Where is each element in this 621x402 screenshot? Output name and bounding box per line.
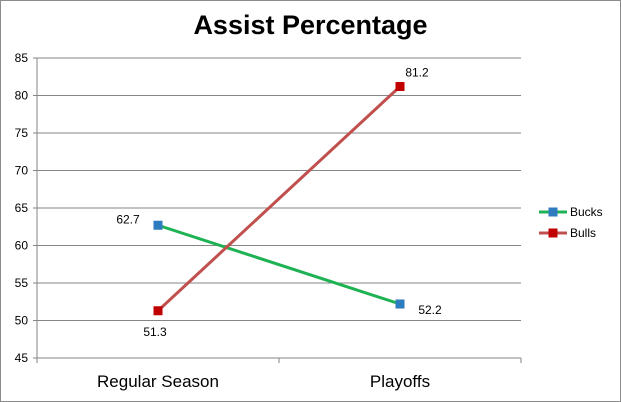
series-line-bucks [157, 223, 401, 306]
y-tick-label: 75 [15, 126, 29, 140]
legend-label-bulls: Bulls [570, 226, 596, 240]
data-label: 51.3 [143, 325, 167, 339]
y-tick-label: 85 [15, 51, 29, 65]
x-tick-labels: Regular Season Playoffs [36, 358, 522, 391]
x-category-label: Playoffs [370, 372, 430, 391]
data-label: 62.7 [116, 212, 140, 226]
gridlines [37, 57, 521, 321]
data-point-bucks [153, 220, 163, 230]
y-tick-label: 65 [15, 201, 29, 215]
y-tick-label: 80 [15, 89, 29, 103]
series-group: 62.7 52.2 51.3 81.2 [116, 66, 442, 339]
y-tick-label: 55 [15, 276, 29, 290]
series-line-bulls [156, 85, 402, 312]
legend-marker-bulls [548, 228, 558, 238]
legend-label-bucks: Bucks [570, 205, 603, 219]
data-point-bulls [395, 82, 405, 91]
data-point-bucks [395, 299, 405, 309]
legend[interactable]: Bucks Bulls [539, 205, 603, 240]
data-point-bulls [153, 306, 163, 316]
data-label: 52.2 [418, 303, 442, 317]
y-tick-label: 50 [15, 314, 29, 328]
chart-title: Assist Percentage [193, 10, 428, 40]
y-tick-label: 45 [15, 351, 29, 365]
y-tick-labels: 45 50 55 60 65 70 75 80 85 [15, 51, 37, 365]
y-tick-label: 60 [15, 239, 29, 253]
data-label: 81.2 [405, 66, 429, 80]
x-category-label: Regular Season [97, 372, 219, 391]
legend-marker-bucks [548, 207, 558, 217]
y-tick-label: 70 [15, 164, 29, 178]
